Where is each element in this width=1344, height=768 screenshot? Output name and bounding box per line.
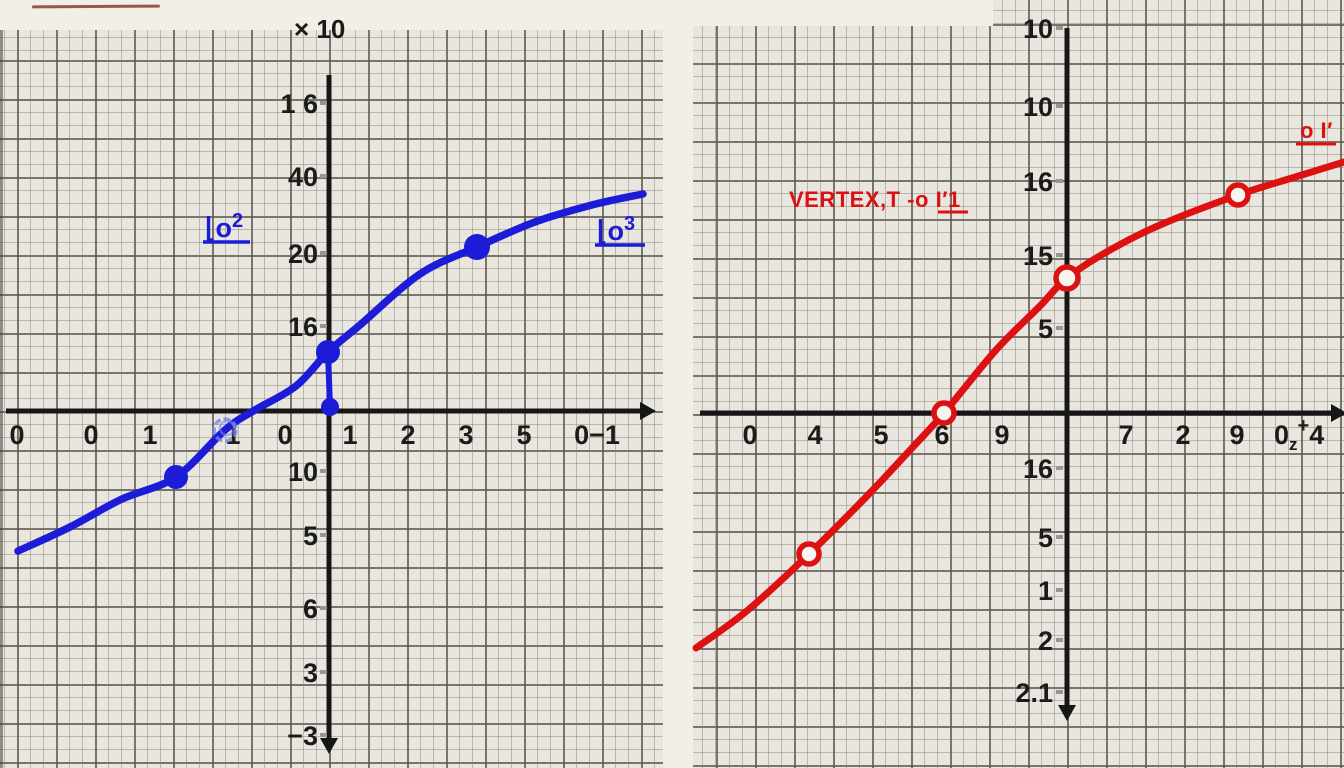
panel-divider [663, 0, 693, 768]
ink-streak [31, 4, 161, 9]
graph-paper-left [0, 30, 663, 768]
paper-margin-strip [693, 0, 993, 26]
graph-paper-right [693, 0, 1344, 768]
